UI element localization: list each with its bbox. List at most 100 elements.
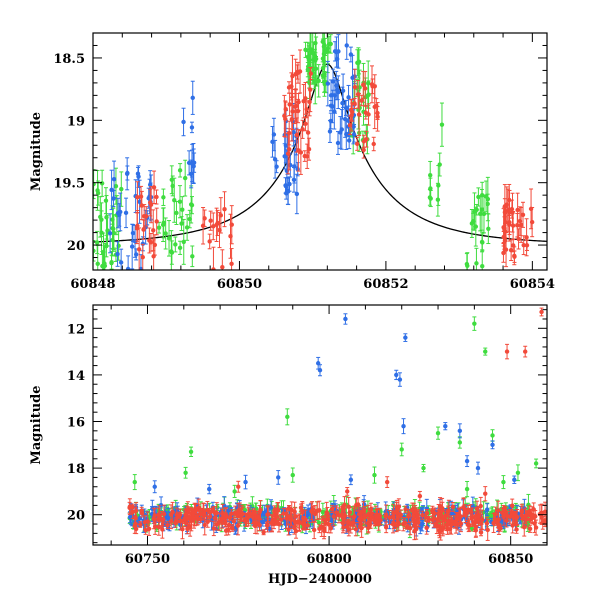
data-point — [478, 196, 483, 232]
data-point — [518, 206, 524, 243]
x-tick-label: 60854 — [510, 277, 555, 292]
x-tick-label: 60800 — [306, 552, 351, 567]
data-point — [182, 159, 188, 197]
data-point — [229, 205, 234, 245]
outlier-point — [457, 436, 463, 449]
data-point — [258, 500, 263, 520]
data-point — [515, 212, 520, 238]
data-point — [282, 143, 287, 170]
data-point — [205, 500, 210, 520]
data-point — [366, 512, 371, 533]
data-point — [356, 92, 362, 137]
data-point — [266, 506, 271, 523]
data-point — [361, 141, 366, 159]
outlier-point — [315, 356, 321, 370]
data-point — [169, 240, 175, 265]
data-point — [214, 502, 219, 524]
data-point — [195, 513, 200, 526]
data-point — [296, 93, 301, 112]
outlier-point — [435, 426, 441, 440]
data-point — [111, 160, 117, 198]
data-point — [219, 508, 225, 529]
outlier-point — [501, 475, 506, 490]
data-point — [152, 234, 158, 256]
y-tick-label: 18 — [67, 462, 85, 477]
data-point — [519, 503, 525, 521]
data-point — [356, 49, 362, 75]
data-point — [123, 197, 129, 229]
outlier-point — [443, 422, 448, 431]
data-point — [115, 241, 120, 267]
outlier-point — [372, 466, 377, 484]
data-point — [437, 152, 442, 177]
data-point — [439, 102, 445, 147]
bottom-frame — [92, 304, 548, 546]
outlier-point — [464, 455, 470, 468]
data-point — [303, 41, 308, 58]
outlier-point — [317, 364, 323, 377]
outlier-point — [290, 467, 295, 483]
data-point — [340, 86, 345, 120]
data-point — [129, 223, 135, 270]
outlier-point — [523, 345, 528, 358]
data-point — [201, 510, 207, 517]
data-point — [368, 502, 374, 517]
data-point — [340, 513, 346, 534]
outlier-point — [152, 480, 157, 494]
data-point — [394, 499, 399, 515]
y-axis-title: Magnitude — [29, 112, 44, 191]
data-point — [326, 36, 332, 53]
data-point — [301, 516, 306, 531]
data-point — [339, 109, 344, 150]
data-point — [181, 107, 186, 137]
data-point — [186, 150, 192, 176]
data-point — [165, 521, 170, 530]
data-point — [286, 177, 291, 206]
bottom-plot-area — [127, 307, 547, 541]
data-point — [286, 81, 292, 94]
data-point — [334, 505, 339, 520]
outlier-point — [490, 440, 495, 450]
data-point — [473, 517, 479, 537]
data-point — [130, 223, 136, 243]
outlier-point — [236, 480, 241, 493]
data-point — [317, 524, 322, 534]
outlier-point — [417, 490, 423, 502]
data-point — [383, 512, 388, 520]
outlier-point — [483, 486, 488, 502]
data-point — [187, 507, 192, 527]
data-point — [446, 513, 451, 532]
data-point — [440, 501, 445, 520]
x-tick-label: 60848 — [70, 277, 115, 292]
data-point — [177, 185, 183, 219]
data-point — [521, 235, 526, 256]
data-point — [484, 503, 490, 516]
data-point — [261, 529, 266, 536]
data-point — [180, 196, 185, 224]
data-point — [523, 507, 528, 524]
data-point — [420, 510, 425, 520]
outlier-point — [464, 480, 470, 498]
data-point — [272, 508, 277, 519]
data-point — [351, 126, 357, 143]
data-point — [152, 515, 157, 524]
data-point — [161, 207, 166, 239]
data-point — [144, 206, 149, 227]
data-point — [160, 520, 165, 539]
data-point — [211, 520, 217, 537]
data-point — [211, 246, 216, 270]
data-point — [217, 512, 222, 531]
data-point — [335, 131, 341, 155]
data-point — [229, 524, 235, 532]
data-point — [402, 517, 408, 529]
data-point — [261, 510, 266, 517]
data-point — [175, 511, 180, 524]
y-axis-title: Magnitude — [29, 385, 44, 464]
x-tick-label: 60852 — [363, 277, 408, 292]
data-point — [95, 170, 100, 211]
data-point — [297, 49, 303, 94]
data-point — [146, 521, 152, 536]
data-point — [286, 523, 291, 536]
data-point — [292, 89, 298, 125]
data-point — [391, 518, 397, 530]
